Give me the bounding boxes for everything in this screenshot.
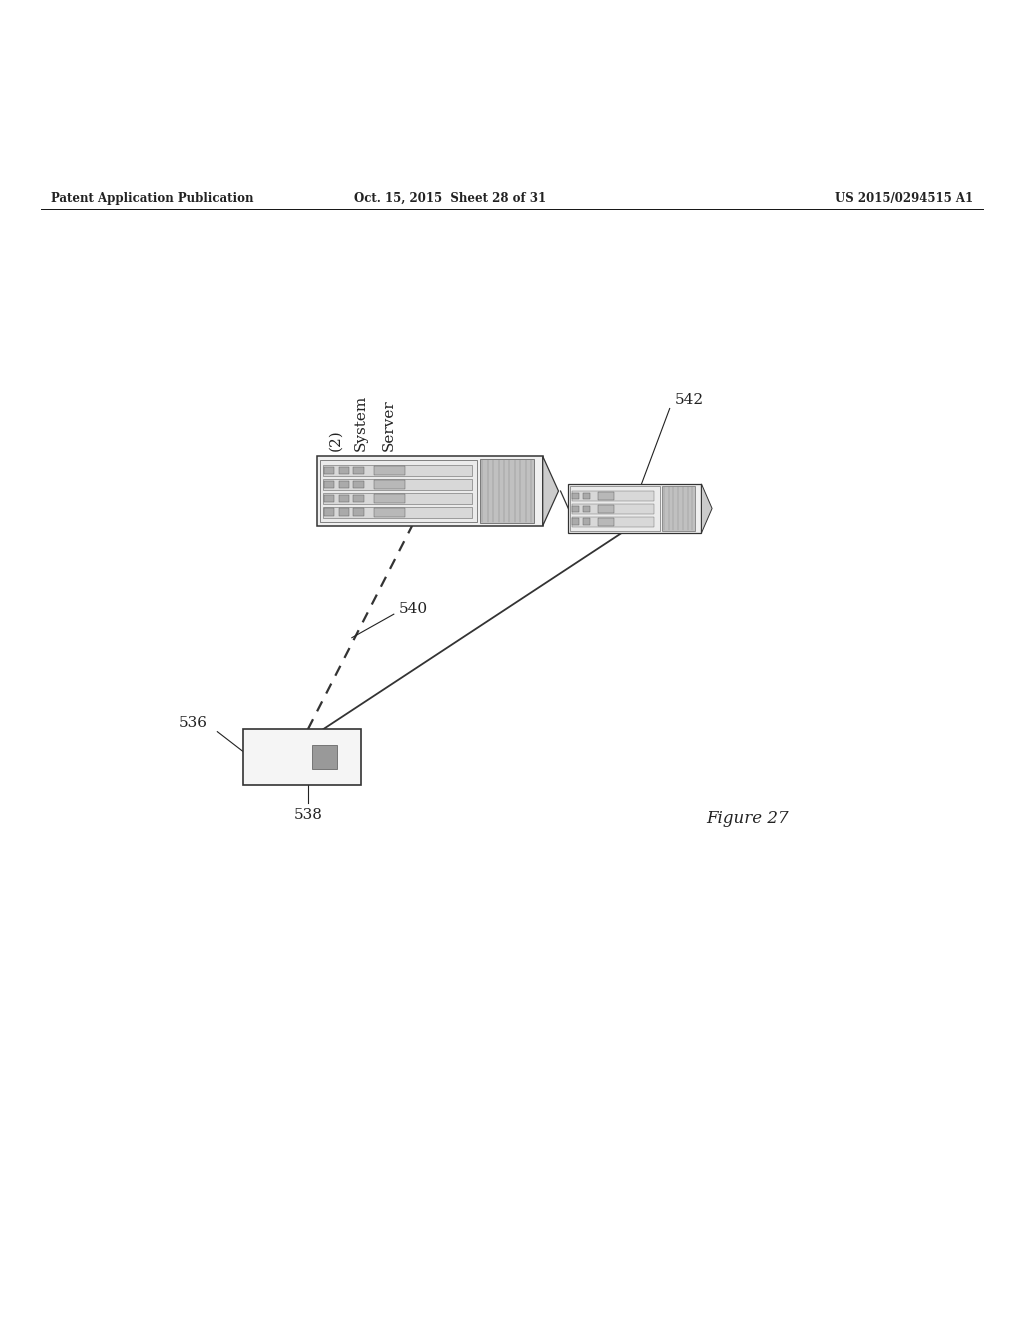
Bar <box>568 484 701 533</box>
Bar <box>479 459 534 523</box>
Bar <box>311 746 337 770</box>
Text: Oct. 15, 2015  Sheet 28 of 31: Oct. 15, 2015 Sheet 28 of 31 <box>354 191 547 205</box>
Bar <box>324 479 472 490</box>
Text: Figure 27: Figure 27 <box>707 810 788 828</box>
Bar <box>598 492 613 500</box>
Bar <box>571 517 653 527</box>
Bar <box>353 508 364 516</box>
Bar <box>353 467 364 474</box>
Bar <box>374 494 406 503</box>
Bar <box>324 492 472 504</box>
Bar <box>662 486 694 531</box>
Bar <box>583 506 590 512</box>
Bar <box>569 486 660 531</box>
Polygon shape <box>543 457 558 525</box>
Text: 538: 538 <box>294 808 323 822</box>
Text: US 2015/0294515 A1: US 2015/0294515 A1 <box>835 191 973 205</box>
Bar <box>325 508 334 516</box>
Bar <box>319 459 477 523</box>
Bar <box>325 495 334 502</box>
Bar <box>325 480 334 488</box>
Bar <box>339 495 349 502</box>
Text: Server: Server <box>382 400 395 451</box>
Bar <box>244 729 360 785</box>
Bar <box>374 466 406 475</box>
Bar <box>353 495 364 502</box>
Bar <box>324 465 472 477</box>
Bar <box>374 480 406 488</box>
Bar <box>583 492 590 499</box>
Bar <box>317 457 543 525</box>
Bar <box>572 506 579 512</box>
Text: Patent Application Publication: Patent Application Publication <box>51 191 254 205</box>
Bar <box>598 506 613 513</box>
Bar <box>339 508 349 516</box>
Bar <box>571 491 653 502</box>
Bar <box>598 517 613 525</box>
Text: 542: 542 <box>675 393 703 408</box>
Text: 540: 540 <box>399 602 428 616</box>
Bar <box>583 519 590 525</box>
Bar <box>325 467 334 474</box>
Bar <box>374 508 406 517</box>
Bar <box>339 467 349 474</box>
Bar <box>572 492 579 499</box>
Bar <box>353 480 364 488</box>
Text: (2): (2) <box>329 429 342 451</box>
Bar <box>324 507 472 517</box>
Bar <box>572 519 579 525</box>
Polygon shape <box>701 484 712 533</box>
Bar <box>571 504 653 513</box>
Text: System: System <box>354 395 368 451</box>
Bar <box>339 480 349 488</box>
Text: 536: 536 <box>178 717 208 730</box>
